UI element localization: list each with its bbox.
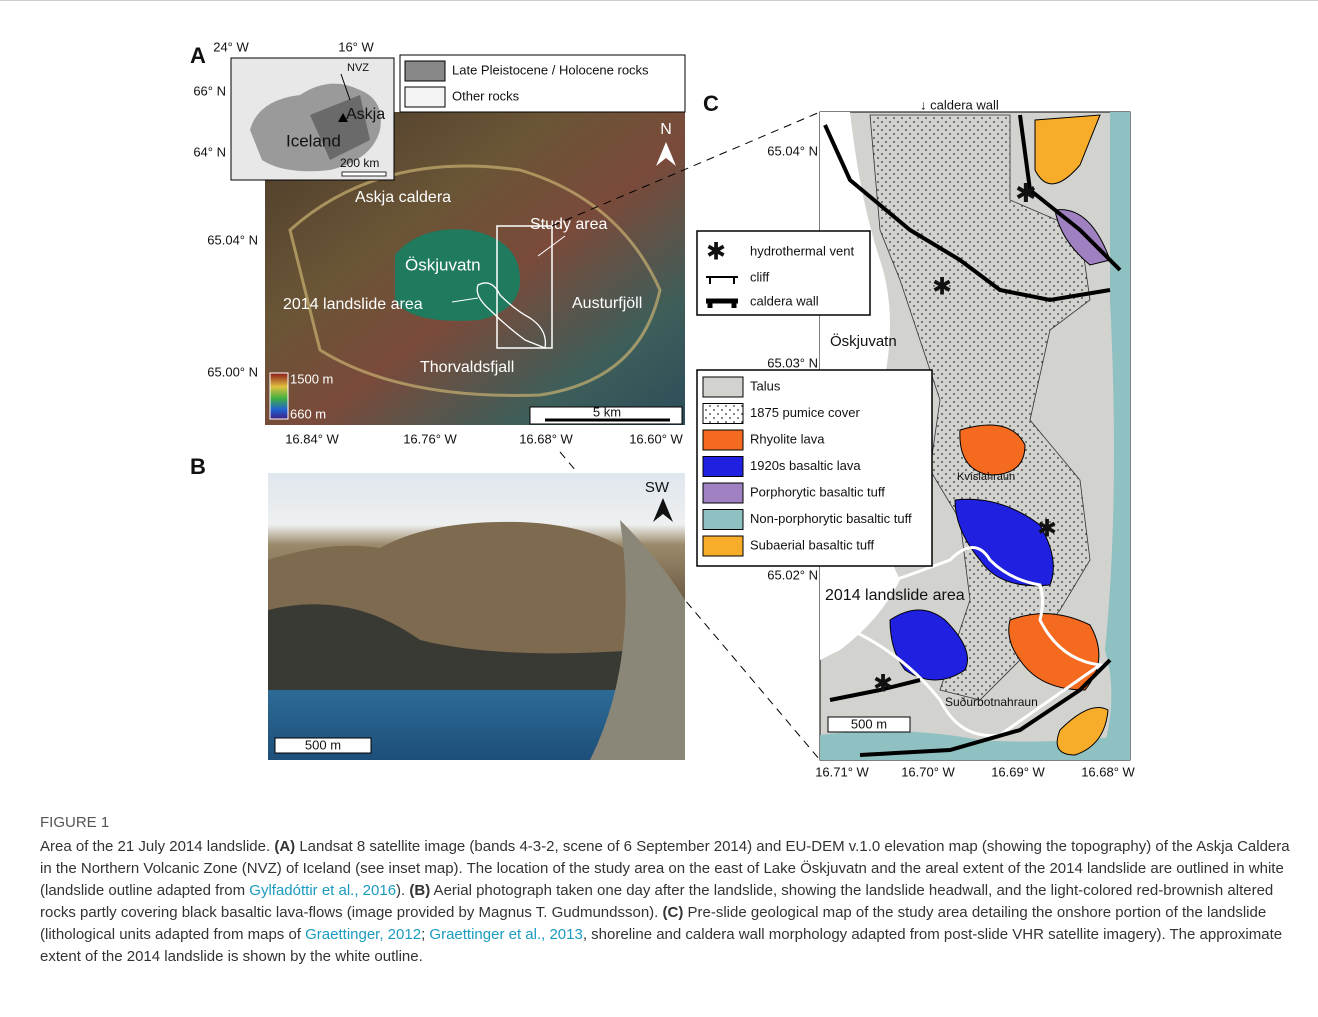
legend-label: Non-porphorytic basaltic tuff [750, 511, 912, 526]
caption-body: Area of the 21 July 2014 landslide. (A) … [40, 836, 1290, 968]
inset-scale-bar [342, 172, 386, 176]
lon-tick-label: 16.70° W [901, 764, 955, 779]
lon-tick-label: 16.84° W [285, 431, 339, 446]
colorbar [270, 373, 288, 419]
map-label: Kvíslahraun [957, 471, 1015, 483]
inset-label: NVZ [347, 62, 369, 74]
citation-link[interactable]: Graettinger, 2012 [305, 926, 421, 943]
lon-tick-label: 16.71° W [815, 764, 869, 779]
legend-swatch [703, 404, 743, 424]
map-label: Askja caldera [355, 189, 451, 206]
direction-label: SW [645, 479, 670, 496]
caption-text: Area of the 21 July 2014 landslide. [40, 838, 274, 855]
legend-label: Subaerial basaltic tuff [750, 537, 874, 552]
panel-label: B [190, 454, 206, 479]
inset-lat-tick: 66° N [193, 83, 226, 98]
map-label: 2014 landslide area [825, 587, 965, 604]
page: A Askja caldera Study area Öskjuvatn 201… [0, 0, 1318, 1017]
legend-label: 1875 pumice cover [750, 405, 861, 420]
lat-tick-label: 65.03° N [767, 355, 818, 370]
legend-label: Rhyolite lava [750, 431, 825, 446]
caption-text: (C) [663, 904, 684, 921]
caption-text: (A) [274, 838, 295, 855]
legend-label: Porphorytic basaltic tuff [750, 484, 885, 499]
inset-label: Askja [346, 106, 385, 123]
citation-link[interactable]: Graettinger et al., 2013 [429, 926, 582, 943]
lon-tick-label: 16.68° W [1081, 764, 1135, 779]
colorbar-label: 660 m [290, 406, 326, 421]
legend-label: Other rocks [452, 88, 520, 103]
scale-label: 500 m [305, 737, 341, 752]
legend-label: Late Pleistocene / Holocene rocks [452, 62, 649, 77]
panel-label: A [190, 43, 206, 68]
inset-label: Iceland [286, 131, 341, 150]
colorbar-label: 1500 m [290, 371, 333, 386]
legend-swatch [703, 430, 743, 450]
lat-tick-label: 65.04° N [767, 143, 818, 158]
vent-marker: ✱ [873, 670, 893, 697]
map-label: Thorvaldsfjall [420, 359, 514, 376]
caldera-note: ↓ caldera wall [920, 97, 999, 112]
map-label: 2014 landslide area [283, 296, 423, 313]
inset-lon-tick: 24° W [213, 39, 249, 54]
inset-lon-tick: 16° W [338, 39, 374, 54]
legend-swatch [703, 536, 743, 556]
map-label: Austurfjöll [572, 295, 642, 312]
legend-swatch [703, 457, 743, 477]
inset-scale: 200 km [340, 156, 379, 170]
legend-symbol: ✱ [706, 238, 726, 265]
map-label: Öskjuvatn [405, 255, 481, 274]
scale-label: 5 km [593, 404, 621, 419]
lon-tick-label: 16.69° W [991, 764, 1045, 779]
caption: FIGURE 1 Area of the 21 July 2014 landsl… [40, 812, 1290, 968]
figure: A Askja caldera Study area Öskjuvatn 201… [0, 0, 1318, 790]
legend-swatch [703, 377, 743, 397]
lon-tick-label: 16.60° W [629, 431, 683, 446]
vent-marker: ✱ [1015, 178, 1037, 208]
lat-tick-label: 65.00° N [207, 364, 258, 379]
lat-tick-label: 65.04° N [207, 232, 258, 247]
citation-link[interactable]: Gylfadóttir et al., 2016 [249, 882, 396, 899]
legend-swatch [703, 483, 743, 503]
caption-text: ). [396, 882, 409, 899]
legend-swatch [703, 510, 743, 530]
lon-tick-label: 16.76° W [403, 431, 457, 446]
caption-title: FIGURE 1 [40, 812, 1290, 834]
scale-label: 500 m [851, 716, 887, 731]
caption-text: (B) [409, 882, 430, 899]
legend-label: cliff [750, 269, 770, 284]
legend-swatch [405, 87, 445, 107]
vent-marker: ✱ [1037, 515, 1057, 542]
lon-tick-label: 16.68° W [519, 431, 573, 446]
legend-swatch [405, 61, 445, 81]
vent-marker: ✱ [932, 273, 952, 300]
legend-label: 1920s basaltic lava [750, 458, 861, 473]
legend-label: caldera wall [750, 293, 819, 308]
lat-tick-label: 65.02° N [767, 567, 818, 582]
panel-label: C [703, 91, 719, 116]
map-label: Suðurbotnahraun [945, 695, 1038, 709]
map-label: Öskjuvatn [830, 332, 897, 350]
legend-label: Talus [750, 378, 781, 393]
north-label: N [660, 121, 672, 138]
legend-label: hydrothermal vent [750, 243, 854, 258]
inset-lat-tick: 64° N [193, 144, 226, 159]
